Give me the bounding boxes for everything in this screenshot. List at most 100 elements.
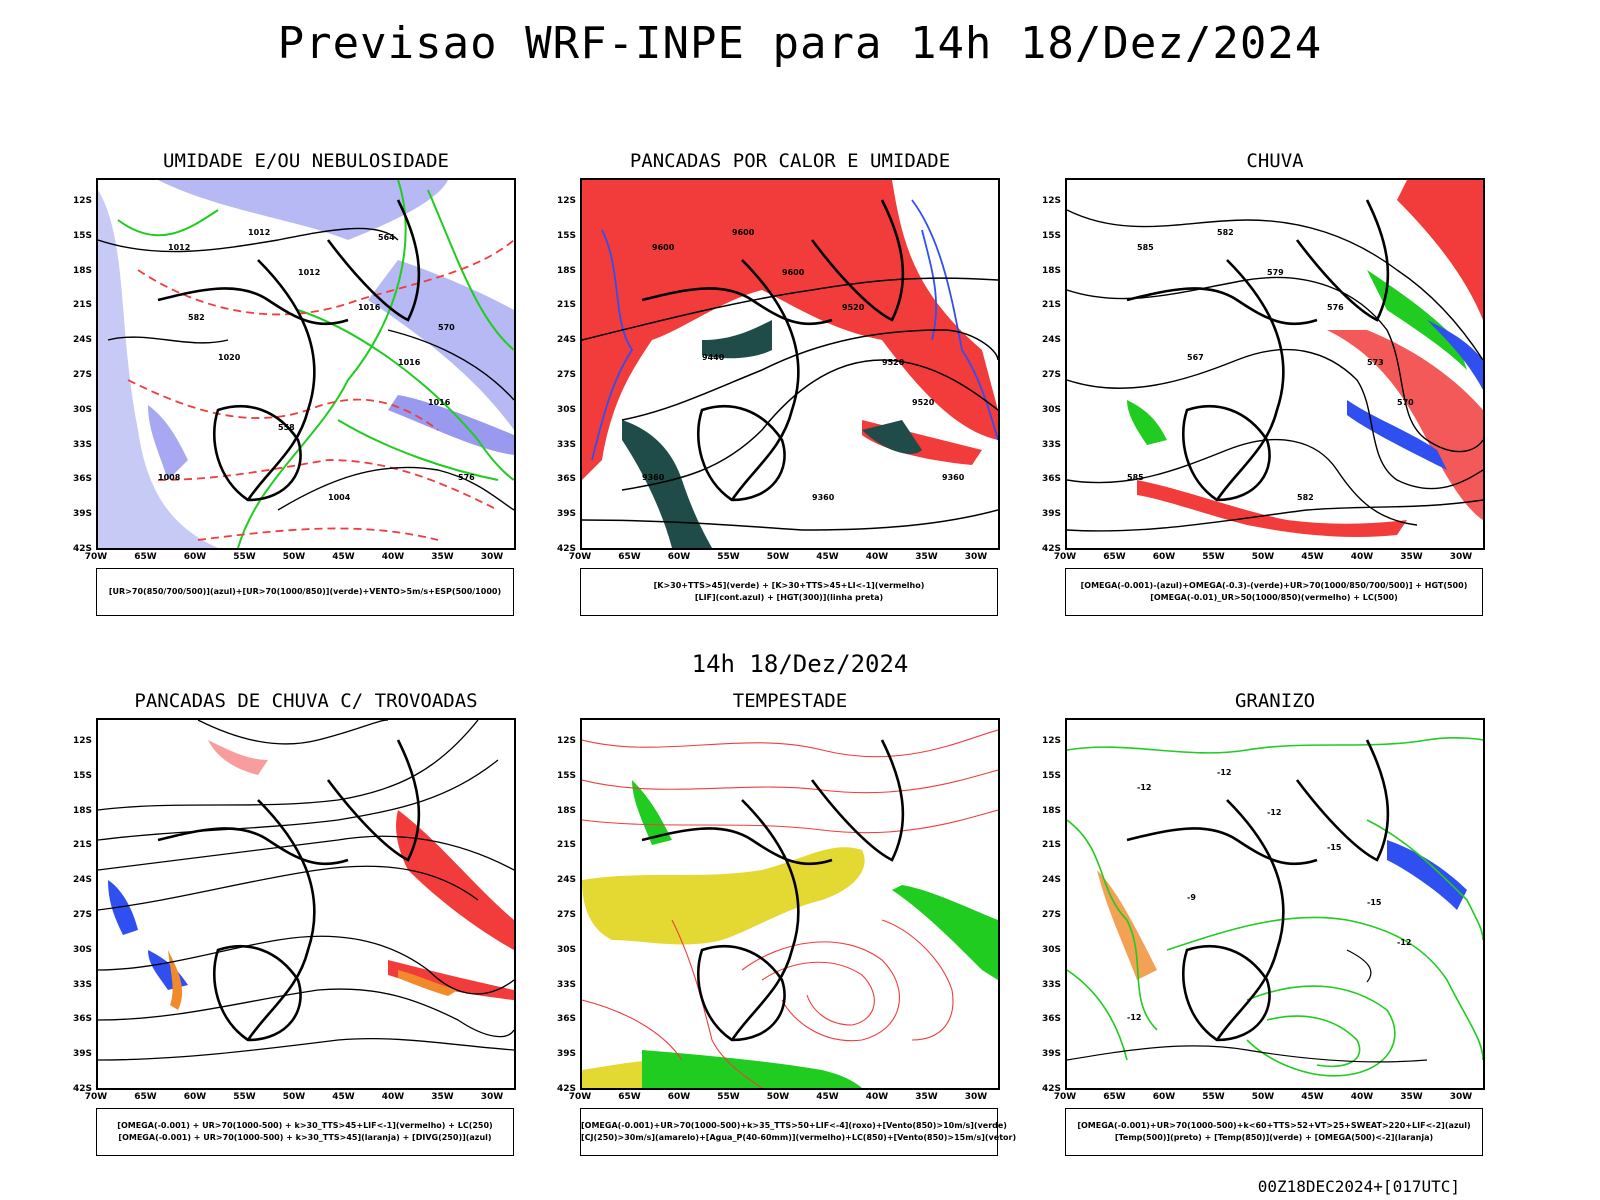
lat-tick-label: 30S [1041,944,1061,955]
lat-tick-label: 30S [556,404,576,415]
lat-tick-label: 18S [1041,265,1061,276]
green-wind-area [632,780,672,845]
lat-tick-label: 33S [556,439,576,450]
lat-tick-label: 39S [556,1049,576,1060]
lat-tick-label: 36S [556,474,576,485]
lon-tick-label: 60W [183,552,207,562]
lat-tick-label: 30S [72,944,92,955]
map-plot: 9600 9600 9600 9520 9520 9520 9440 9360 9360 9360 [580,178,1000,550]
lat-tick-label: 15S [1041,230,1061,241]
lat-tick-label: 42S [72,1084,92,1094]
contour-value-label: 9360 [812,493,835,502]
blue-divergence-area [148,950,188,990]
red-rain-area [1397,180,1483,320]
contour-value-label: 9520 [842,303,865,312]
lat-tick-label: 15S [556,230,576,241]
lat-tick-label: 27S [72,910,92,920]
lat-tick-label: 42S [1041,544,1061,554]
blue-humidity-area [388,395,514,455]
map-graphic: 9600 9600 9600 9520 9520 9520 9440 9360 9360 9360 [582,180,998,548]
lon-tick-label: 45W [1301,1092,1324,1102]
panel-title: GRANIZO [1234,690,1316,712]
contour-value-label: 564 [378,233,395,242]
lat-tick-label: 18S [556,265,576,276]
lon-tick-label: 70W [1053,552,1077,562]
lon-tick-label: 50W [282,1092,306,1102]
map-plot: -12 -12 -12 -15 -15 -12 -9 -12 [1065,718,1485,1090]
lat-tick-label: 36S [72,1014,92,1025]
lat-tick-label: 36S [1041,1014,1061,1025]
panel-title: UMIDADE E/OU NEBULOSIDADE [163,150,449,172]
lat-tick-label: 21S [1041,300,1061,311]
green-wind-area [642,1050,862,1088]
red-storm-area [208,740,268,775]
lon-tick-label: 40W [381,1092,405,1102]
green-rain-area [1367,270,1467,370]
contour-value-label: 9520 [912,398,935,407]
lat-tick-label: 42S [72,544,92,554]
map-graphic: -12 -12 -12 -15 -15 -12 -9 -12 [1067,737,1483,1077]
lon-tick-label: 40W [1350,552,1374,562]
black-hgt-contours [582,277,998,531]
country-borders [157,739,421,1042]
lon-tick-label: 45W [1301,552,1324,562]
forecast-time-subtitle: 14h 18/Dez/2024 [691,650,909,678]
legend-line: [Temp(500)](preto) + [Temp(850)](verde) … [1114,1133,1434,1142]
contour-value-label: 9520 [882,358,905,367]
country-borders [1126,739,1390,1042]
contour-value-label: 567 [1187,353,1204,362]
black-temp500-contours [1067,949,1428,1063]
lat-tick-label: 27S [1041,910,1061,920]
legend-line: [OMEGA(-0.01)_UR>50(1000/850)(vermelho) … [1150,593,1398,602]
teal-instability-area [862,420,922,454]
lon-tick-label: 30W [480,1092,504,1102]
lat-tick-label: 39S [72,509,92,520]
contour-value-label: 582 [1297,493,1314,502]
lat-tick-label: 21S [1041,840,1061,851]
lon-tick-label: 65W [1103,1092,1126,1102]
panel-title: TEMPESTADE [732,690,848,712]
blue-divergence-area [108,880,138,935]
lon-tick-label: 35W [1400,1092,1423,1102]
lon-tick-label: 40W [865,1092,889,1102]
lon-tick-label: 35W [431,1092,454,1102]
lat-tick-label: 18S [72,265,92,276]
lat-tick-label: 21S [72,840,92,851]
lon-tick-label: 45W [332,1092,355,1102]
contour-value-label: 9600 [732,228,755,237]
country-borders [1126,199,1390,502]
lat-tick-label: 15S [72,230,92,241]
panel-legend: [UR>70(850/700/500)](azul)+[UR>70(1000/8… [96,568,514,616]
lat-tick-label: 36S [1041,474,1061,485]
lon-tick-label: 60W [183,1092,207,1102]
red-storm-area [388,960,514,1000]
orange-storm-area [168,950,183,1010]
blue-hail-area [1387,840,1467,910]
contour-value-label: 585 [1127,473,1144,482]
lon-tick-label: 55W [1202,1092,1225,1102]
contour-value-label: 1008 [158,473,181,482]
lon-tick-label: 50W [1251,552,1275,562]
lon-tick-label: 65W [618,552,641,562]
teal-instability-area [622,420,712,548]
panel-title: PANCADAS DE CHUVA C/ TROVOADAS [134,690,478,712]
lon-tick-label: 55W [717,552,740,562]
contour-value-label: 1012 [248,228,270,237]
lat-tick-label: 15S [1041,770,1061,781]
lat-tick-label: 24S [72,335,92,346]
contour-value-label: 9600 [782,268,805,277]
lon-tick-label: 70W [84,1092,108,1102]
contour-value-label: 570 [1397,398,1414,407]
lat-tick-label: 39S [1041,509,1061,520]
lat-tick-label: 12S [556,196,576,206]
contour-value-label: 573 [1367,358,1384,367]
lat-tick-label: 21S [556,840,576,851]
contour-value-label: -12 [1397,938,1411,947]
lon-tick-label: 35W [915,1092,938,1102]
lon-tick-label: 65W [134,552,157,562]
black-geopotential-contours [1067,209,1483,532]
lat-tick-label: 12S [72,196,92,206]
map-graphic [98,720,514,1061]
lon-tick-label: 60W [667,552,691,562]
blue-lif-contours [591,199,998,461]
